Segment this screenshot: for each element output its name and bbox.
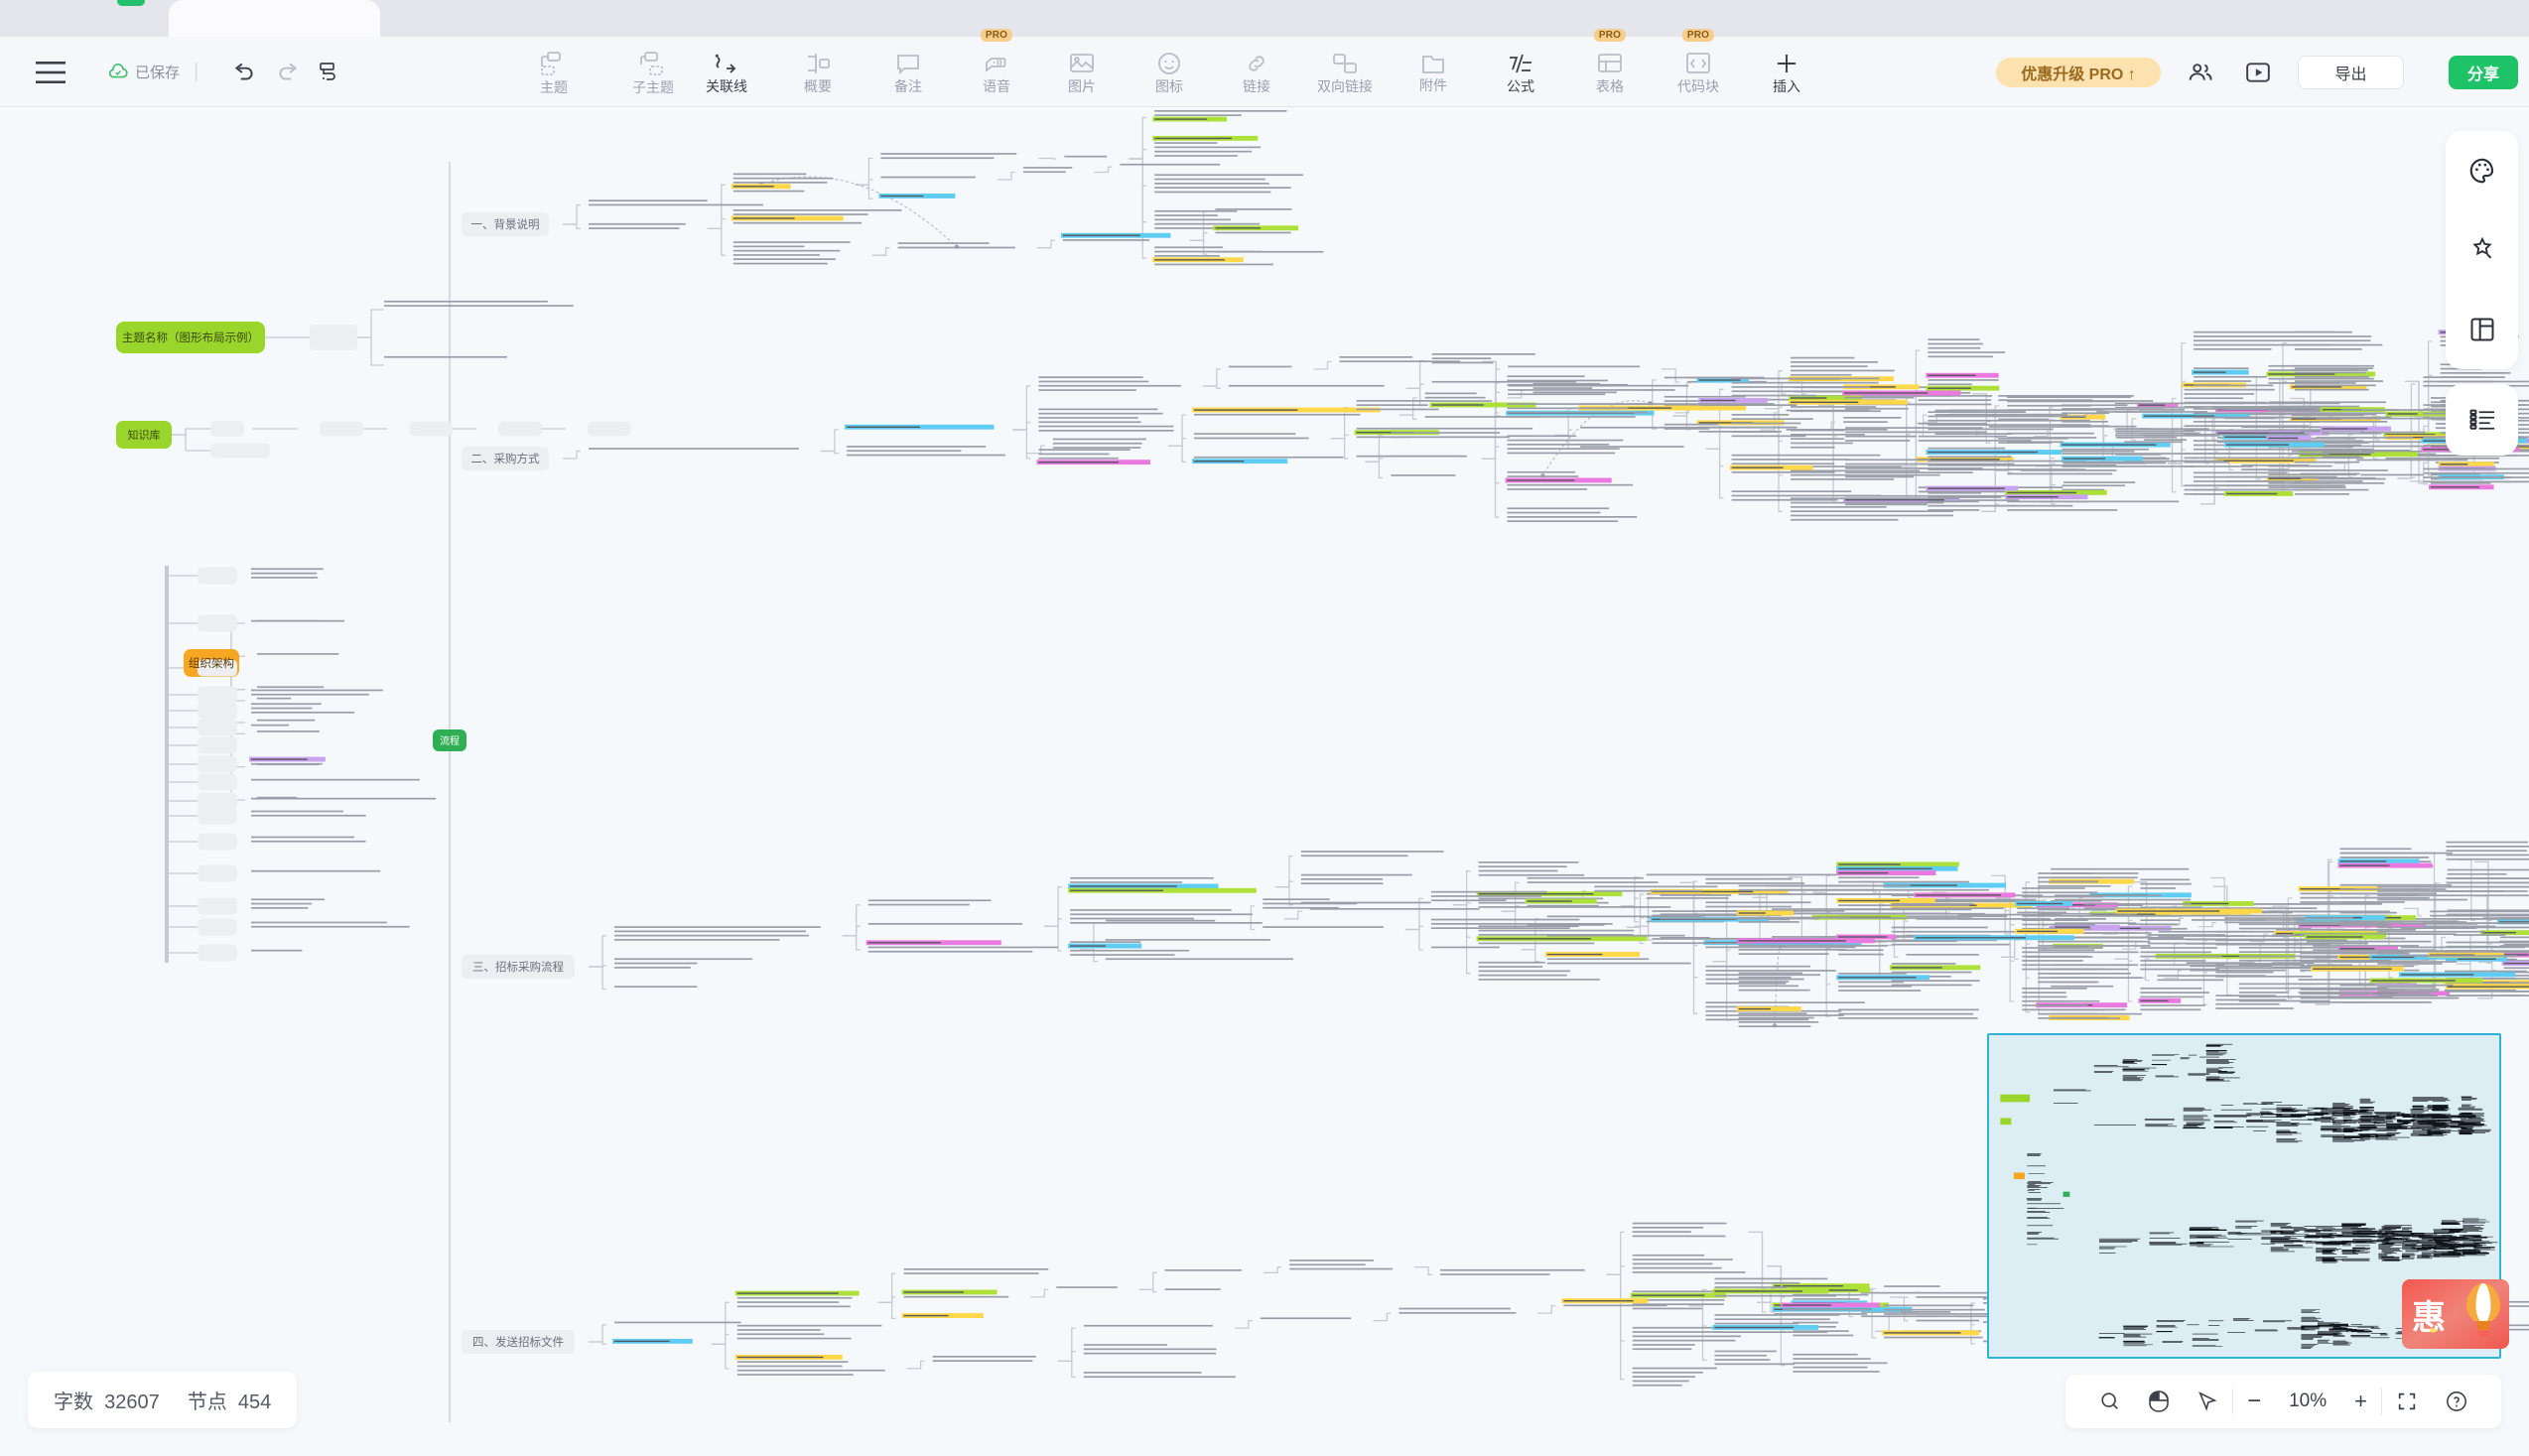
svg-text:流程: 流程 [440, 734, 460, 747]
svg-text:二、采购方式: 二、采购方式 [471, 452, 540, 465]
svg-text:四、发送招标文件: 四、发送招标文件 [472, 1335, 564, 1349]
svg-text:惠: 惠 [2412, 1299, 2446, 1337]
svg-text:三、招标采购流程: 三、招标采购流程 [472, 960, 564, 974]
svg-text:一、背景说明: 一、背景说明 [471, 217, 540, 231]
svg-text:知识库: 知识库 [128, 428, 161, 442]
svg-text:组织架构: 组织架构 [189, 656, 234, 670]
svg-text:主题名称（图形布局示例）: 主题名称（图形布局示例） [122, 331, 259, 344]
